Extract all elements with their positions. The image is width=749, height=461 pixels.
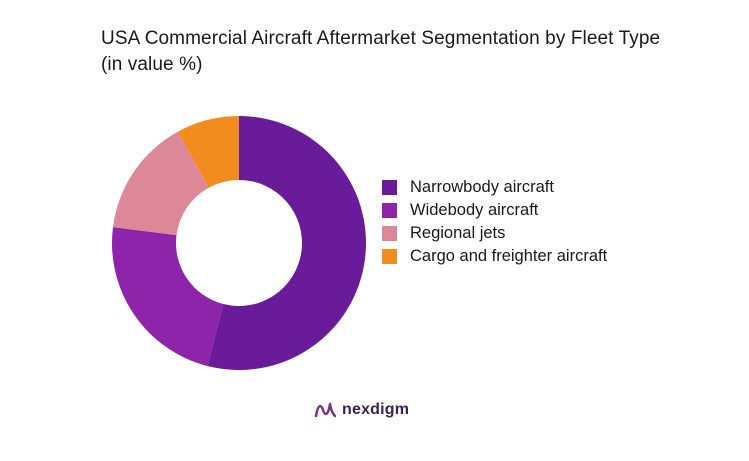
brand-logo: nexdigm xyxy=(314,400,409,420)
legend-item-regional: Regional jets xyxy=(382,222,612,245)
legend-swatch-narrowbody xyxy=(382,180,397,195)
slice-widebody xyxy=(111,227,224,367)
legend-swatch-regional xyxy=(382,226,397,241)
legend-item-cargo: Cargo and freighter aircraft xyxy=(382,245,612,268)
slice-cargo xyxy=(177,116,239,188)
legend-label-cargo: Cargo and freighter aircraft xyxy=(410,247,608,265)
legend-swatch-widebody xyxy=(382,203,397,218)
legend-item-narrowbody: Narrowbody aircraft xyxy=(382,176,612,199)
chart-legend: Narrowbody aircraft Widebody aircraft Re… xyxy=(382,176,612,268)
legend-item-widebody: Widebody aircraft xyxy=(382,199,612,222)
legend-swatch-cargo xyxy=(382,249,397,264)
legend-label-narrowbody: Narrowbody aircraft xyxy=(410,178,554,196)
brand-name: nexdigm xyxy=(342,401,410,418)
slice-narrowbody xyxy=(207,116,367,370)
legend-label-widebody: Widebody aircraft xyxy=(410,201,539,219)
chart-title: USA Commercial Aircraft Aftermarket Segm… xyxy=(101,28,661,75)
slice-regional xyxy=(113,131,209,236)
nexdigm-logo-icon xyxy=(314,402,336,418)
legend-label-regional: Regional jets xyxy=(410,224,506,242)
